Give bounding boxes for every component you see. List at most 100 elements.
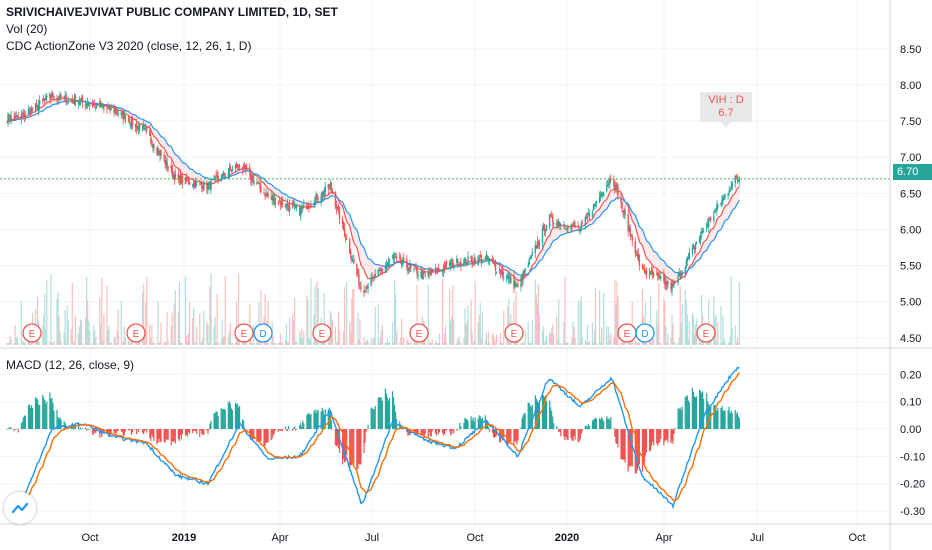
histogram-bar [529,405,531,430]
candle-body [595,201,598,204]
volume-bar [585,342,587,345]
histogram-bar [174,429,176,444]
volume-bar [542,326,545,345]
candle-body [495,271,498,273]
candle-body [251,177,253,181]
dividend-marker[interactable]: D [253,323,273,343]
histogram-bar [137,429,140,432]
volume-bar [295,342,297,345]
histogram-bar [253,429,255,440]
candle-body [592,204,595,211]
histogram-bar [116,429,118,432]
histogram-bar [641,429,644,472]
earnings-marker[interactable]: E [504,323,524,343]
histogram-bar [678,408,680,430]
candle-body [8,115,10,120]
candle-body [327,184,329,189]
volume-bar [620,342,622,345]
volume-bar [459,341,461,345]
volume-bar [121,342,123,345]
histogram-bar [648,429,651,452]
volume-bar [541,331,544,345]
candle-body [336,207,339,209]
earnings-marker[interactable]: E [409,323,429,343]
candle-body [335,205,338,209]
volume-bar [603,292,605,345]
earnings-marker[interactable]: E [126,323,146,343]
candle-body [203,181,205,190]
volume-bar [652,336,654,345]
histogram-bar [329,411,331,430]
volume-bar [415,342,417,345]
tradingview-logo[interactable] [4,492,36,524]
candle-body [363,289,365,293]
volume-bar [94,330,96,345]
volume-bar [214,316,216,345]
candle-body [274,198,276,205]
volume-bar [267,301,269,345]
volume-bar [721,343,723,345]
histogram-bar [321,407,323,430]
earnings-marker[interactable]: E [312,323,332,343]
volume-bar [299,331,301,345]
volume-bar [71,282,73,345]
earnings-marker[interactable]: E [617,323,637,343]
histogram-bar [734,410,736,430]
histogram-bar [164,429,166,443]
histogram-bar [684,396,686,430]
candle-body [324,186,326,193]
histogram-bar [551,411,553,430]
candle-body [67,99,69,101]
histogram-bar [330,420,332,430]
earnings-marker[interactable]: E [22,323,42,343]
candle-body [52,93,54,98]
volume-bar [270,341,272,345]
volume-bar [680,322,682,345]
fast-ema-line [6,96,740,283]
candle-body [699,234,702,241]
candle-body [453,264,455,268]
histogram-bar [391,391,394,430]
volume-bar [549,332,551,345]
candle-body [28,109,31,111]
candle-body [131,118,134,126]
histogram-bar [113,429,115,433]
histogram-bar [594,417,597,430]
volume-bar [574,338,576,345]
histogram-bar [53,410,55,430]
histogram-bar [153,429,155,442]
candle-body [717,206,719,208]
candle-body [314,197,316,204]
volume-bar [8,342,10,345]
dividend-marker[interactable]: D [635,323,655,343]
histogram-bar [51,397,53,430]
candle-body [80,98,83,100]
volume-bar [458,336,460,345]
candle-body [86,103,89,106]
volume-indicator-label[interactable]: Vol (20) [6,22,48,36]
candle-body [166,161,168,168]
histogram-bar [314,409,316,430]
histogram-bar [209,423,211,430]
histogram-bar [535,398,537,430]
candle-body [172,174,174,178]
volume-bar [587,342,589,345]
earnings-marker[interactable]: E [696,323,716,343]
histogram-bar [257,429,259,441]
last-price-tag: 6.70 [893,164,932,180]
histogram-bar [23,415,25,430]
candle-body [658,276,660,278]
histogram-bar [172,429,174,443]
histogram-bar [296,429,298,430]
volume-bar [210,273,212,345]
candle-body [353,258,355,264]
earnings-marker[interactable]: E [234,323,254,343]
macd-indicator-label[interactable]: MACD (12, 26, close, 9) [6,358,135,372]
histogram-bar [673,429,675,435]
cdc-indicator-label[interactable]: CDC ActionZone V3 2020 (close, 12, 26, 1… [6,39,252,53]
volume-bar [67,320,69,345]
candle-body [293,205,296,207]
histogram-bar [609,420,611,430]
candle-body [65,95,67,103]
